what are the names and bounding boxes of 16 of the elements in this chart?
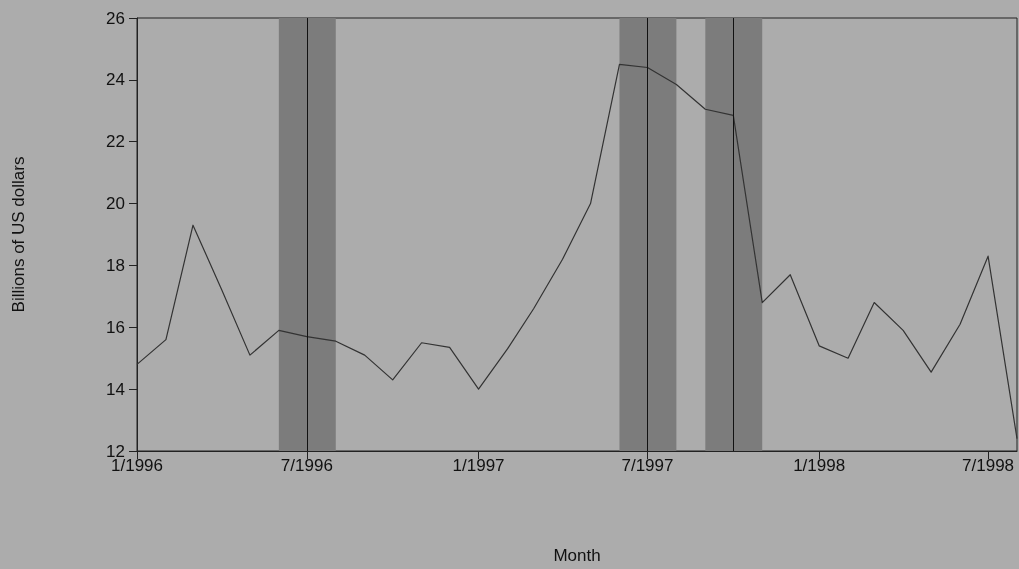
- y-tick-label: 26: [106, 8, 125, 28]
- y-tick-label: 14: [106, 379, 125, 399]
- y-tick-label: 18: [106, 255, 125, 275]
- x-axis-title: Month: [553, 546, 601, 565]
- x-tick-label: 1/1997: [452, 456, 505, 475]
- y-tick-label: 24: [106, 70, 125, 90]
- y-axis-title: Billions of US dollars: [9, 156, 28, 313]
- y-tick-label: 20: [106, 194, 125, 214]
- x-tick-label: 7/1996: [280, 456, 333, 475]
- x-tick-label: 1/1996: [111, 456, 163, 475]
- y-tick-label: 16: [106, 317, 125, 337]
- y-tick-label: 22: [106, 132, 125, 152]
- line-series: [136, 63, 1018, 440]
- x-tick-label: 7/1997: [621, 456, 674, 475]
- x-tick-label: 7/1998: [962, 456, 1015, 475]
- x-tick-label: 1/1998: [793, 456, 846, 475]
